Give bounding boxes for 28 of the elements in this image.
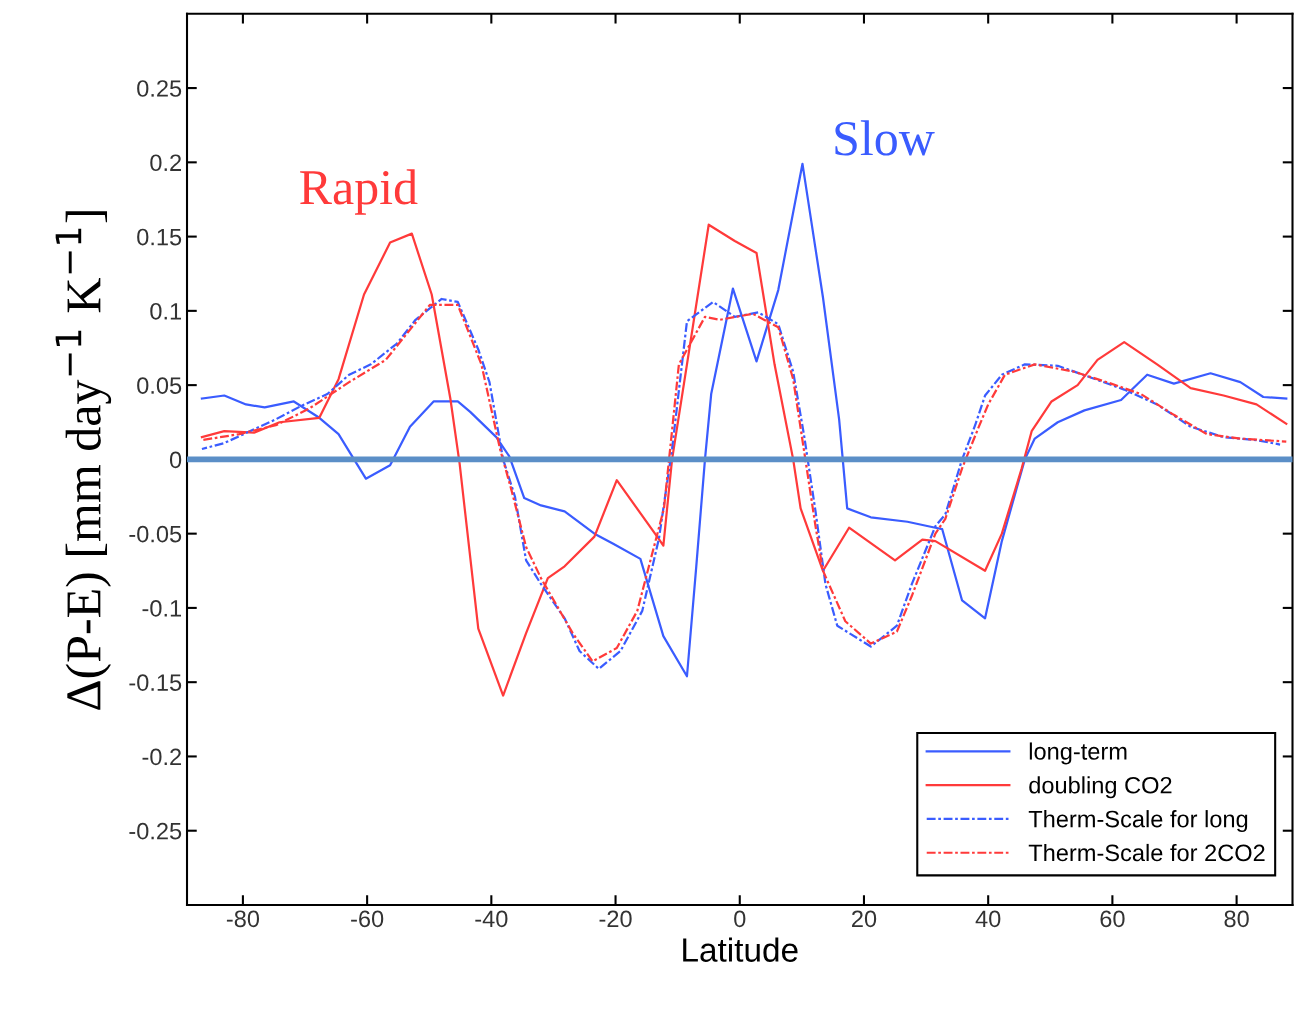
y-tick-label: -0.15	[129, 674, 182, 691]
x-tick-label: -60	[351, 910, 384, 928]
legend-label: Therm-Scale for 2CO2	[1028, 843, 1265, 862]
x-tick-label: 40	[975, 910, 1001, 928]
x-axis-title: Latitude	[683, 937, 798, 962]
x-tick-label: -80	[226, 910, 260, 928]
annotation: Slow	[835, 120, 935, 156]
x-tick-label: 80	[1224, 910, 1249, 928]
y-tick-label: -0.1	[142, 599, 181, 617]
legend-label: long-term	[1029, 742, 1127, 765]
y-tick-label: -0.2	[142, 748, 181, 766]
x-tick-label: 0	[734, 910, 746, 928]
y-tick-label: -0.05	[129, 525, 182, 543]
y-tick-label: 0.25	[137, 80, 182, 97]
y-tick-label: -0.25	[129, 822, 182, 840]
y-tick-label: 0.2	[150, 154, 181, 172]
annotation: Rapid	[300, 169, 418, 215]
y-tick-label: 0	[169, 451, 182, 469]
x-tick-label: -20	[599, 910, 632, 928]
y-tick-label: 0.1	[150, 302, 181, 320]
legend-label: Therm-Scale for long	[1028, 810, 1248, 833]
y-tick-label: 0.15	[137, 228, 182, 246]
y-axis-title: Δ(P-E) [mm day$^{−1}$ K$^{−1}$]	[55, 211, 112, 710]
x-tick-label: 20	[852, 910, 877, 928]
x-tick-label: -40	[475, 910, 508, 928]
x-tick-label: 60	[1100, 910, 1125, 928]
legend-label: doubling CO2	[1029, 776, 1172, 799]
y-tick-label: 0.05	[137, 377, 182, 394]
